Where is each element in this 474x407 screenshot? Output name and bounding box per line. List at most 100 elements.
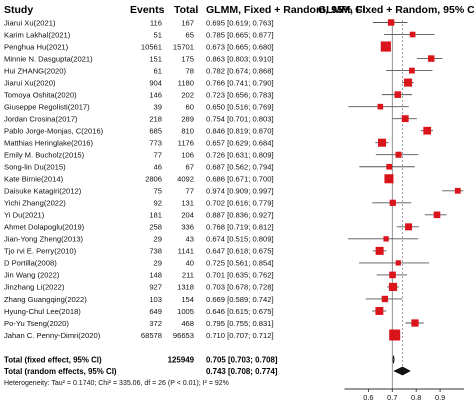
study-marker [409,31,416,38]
study-ci-text: 0.674 [0.515; 0.809] [206,235,274,244]
study-total: 40 [186,259,194,268]
study-ci-text: 0.726 [0.631; 0.809] [206,151,274,160]
study-total: 289 [181,114,194,123]
study-events: 258 [149,223,162,232]
study-ci-text: 0.863 [0.803; 0.910] [206,54,274,63]
study-ci-text: 0.673 [0.665; 0.680] [206,42,274,51]
study-events: 75 [154,187,162,196]
study-marker [381,295,389,303]
study-ci-text: 0.795 [0.755; 0.831] [206,319,274,328]
study-name: Jiarui Xu(2020) [4,78,56,87]
header-ci: GLMM, Fixed + Random, 95% CI [206,4,366,16]
study-ci-text: 0.846 [0.819; 0.870] [206,126,274,135]
study-total: 15701 [173,42,194,51]
header-plot: GLMM, Fixed + Random, 95% CI [318,4,474,16]
study-marker [454,187,461,194]
study-name: Hyung-Chul Lee(2018) [4,307,81,316]
study-name: Yi Du(2021) [4,211,45,220]
heterogeneity-text: Heterogeneity: Tau² = 0.1740; Chi² = 335… [4,380,229,387]
study-name: Jordan Crosina(2017) [4,114,78,123]
study-total: 65 [186,30,194,39]
study-marker [395,260,401,266]
fixed-effect-label: Total (fixed effect, 95% CI) [4,356,102,365]
header-events: Events [130,4,165,16]
study-total: 211 [182,271,194,280]
study-marker [387,19,395,26]
x-tick-label: 0.8 [411,393,421,402]
study-ci-text: 0.723 [0.656; 0.783] [206,90,274,99]
study-events: 61 [154,66,162,75]
study-name: Ahmet Dolapoglu(2019) [4,223,85,232]
study-events: 103 [149,295,162,304]
study-total: 1176 [178,139,194,148]
study-marker [378,138,387,147]
study-events: 29 [154,235,162,244]
study-marker [380,41,391,52]
study-events: 181 [149,211,162,220]
study-events: 218 [149,114,162,123]
study-events: 151 [149,54,162,63]
x-tick-label: 0.7 [387,393,397,402]
study-ci-text: 0.754 [0.701; 0.803] [206,114,274,123]
study-total: 78 [186,66,194,75]
study-ci-text: 0.768 [0.719; 0.812] [206,223,274,232]
study-total: 106 [181,151,194,160]
study-ci-text: 0.702 [0.616; 0.779] [206,199,274,208]
study-name: Kate Birnie(2014) [4,175,64,184]
fixed-effect-total: 125949 [168,356,195,365]
study-total: 60 [186,102,194,111]
study-events: 927 [149,283,162,292]
study-marker [377,103,384,110]
study-events: 685 [149,126,162,135]
study-marker [375,307,384,315]
study-name: Daisuke Katagiri(2012) [4,187,82,196]
study-events: 51 [154,30,162,39]
study-ci-text: 0.701 [0.635; 0.762] [206,271,274,280]
study-ci-text: 0.887 [0.836; 0.927] [206,211,274,220]
study-total: 1180 [178,78,194,87]
study-total: 175 [181,54,194,63]
study-name: Po-Yu Tseng(2020) [4,319,69,328]
study-name: Tomoya Oshita(2020) [4,90,77,99]
study-rows: Jiarui Xu(2021) 116 167 0.695 [0.619; 0.763… [4,18,274,340]
study-marker [388,282,398,292]
study-ci-text: 0.766 [0.741; 0.790] [206,78,274,87]
study-ci-text: 0.695 [0.619; 0.763] [206,18,274,27]
study-ci-text: 0.974 [0.909; 0.997] [206,187,274,196]
study-marker [405,223,413,231]
study-ci-text: 0.686 [0.671; 0.700] [206,175,274,184]
random-effect-label: Total (random effects, 95% CI) [4,367,117,376]
study-total: 67 [186,163,194,172]
study-events: 773 [149,139,162,148]
study-events: 39 [154,102,162,111]
study-events: 904 [149,78,162,87]
study-name: Hui ZHANG(2020) [4,66,67,75]
study-ci-text: 0.657 [0.629; 0.684] [206,139,274,148]
study-marker [389,329,401,341]
study-marker [423,126,432,135]
study-name: D Portilla(2008) [4,259,57,268]
study-events: 29 [154,259,162,268]
study-total: 1005 [177,307,194,316]
study-total: 43 [186,235,194,244]
study-ci-text: 0.710 [0.707; 0.712] [206,331,274,340]
random-effect-ci-text: 0.743 [0.708; 0.774] [206,367,278,376]
study-name: Minnie N. Dasgupta(2021) [4,54,93,63]
study-total: 810 [181,126,194,135]
study-total: 468 [181,319,194,328]
study-events: 68578 [141,331,162,340]
study-ci-text: 0.646 [0.615; 0.675] [206,307,274,316]
study-marker [404,78,413,87]
study-total: 77 [186,187,194,196]
study-marker [383,236,389,242]
study-name: Jian-Yong Zheng(2013) [4,235,84,244]
fixed-effect-ci-text: 0.705 [0.703; 0.708] [206,356,278,365]
study-marker [433,211,441,219]
study-name: Jin Wang (2022) [4,271,60,280]
study-total: 96653 [173,331,194,340]
x-tick-label: 0.6 [363,393,373,402]
plot-panel: 0.6 0.7 0.8 0.9 [344,19,464,402]
study-total: 204 [181,211,194,220]
